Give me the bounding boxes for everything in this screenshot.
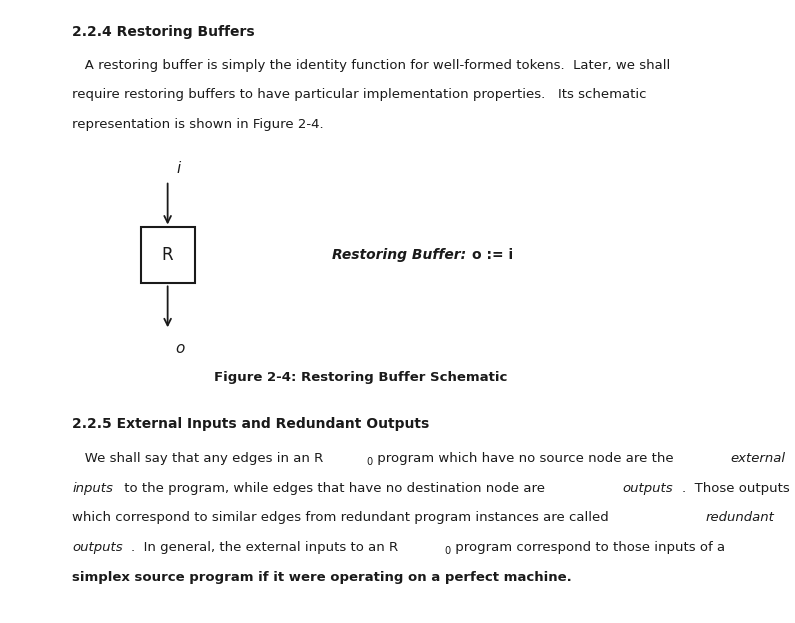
Text: inputs: inputs [72,482,113,495]
Text: 0: 0 [366,457,372,467]
Text: program which have no source node are the: program which have no source node are th… [374,452,678,465]
Text: to the program, while edges that have no destination node are: to the program, while edges that have no… [120,482,549,495]
Text: Figure 2-4: Restoring Buffer Schematic: Figure 2-4: Restoring Buffer Schematic [214,371,507,384]
Text: We shall say that any edges in an R: We shall say that any edges in an R [72,452,324,465]
Text: require restoring buffers to have particular implementation properties.   Its sc: require restoring buffers to have partic… [72,88,646,102]
Text: external: external [731,452,785,465]
Text: 2.2.5 External Inputs and Redundant Outputs: 2.2.5 External Inputs and Redundant Outp… [72,417,429,431]
Text: simplex source program if it were operating on a perfect machine.: simplex source program if it were operat… [72,571,572,584]
Text: 0: 0 [444,546,450,556]
Text: 2.2.4 Restoring Buffers: 2.2.4 Restoring Buffers [72,25,254,39]
Text: R: R [162,247,173,264]
Text: i: i [176,161,180,176]
Text: outputs: outputs [622,482,673,495]
Text: .  Those outputs: . Those outputs [681,482,789,495]
Text: program correspond to those inputs of a: program correspond to those inputs of a [452,541,725,554]
Text: o: o [175,341,184,356]
Text: A restoring buffer is simply the identity function for well-formed tokens.  Late: A restoring buffer is simply the identit… [72,59,670,72]
Text: outputs: outputs [72,541,122,554]
Bar [141,227,195,283]
Text: Restoring Buffer:: Restoring Buffer: [332,249,466,262]
Text: which correspond to similar edges from redundant program instances are called: which correspond to similar edges from r… [72,511,613,525]
Text: redundant: redundant [705,511,774,525]
Text: o := i: o := i [472,249,514,262]
Text: representation is shown in Figure 2-4.: representation is shown in Figure 2-4. [72,118,324,131]
Text: .  In general, the external inputs to an R: . In general, the external inputs to an … [131,541,398,554]
